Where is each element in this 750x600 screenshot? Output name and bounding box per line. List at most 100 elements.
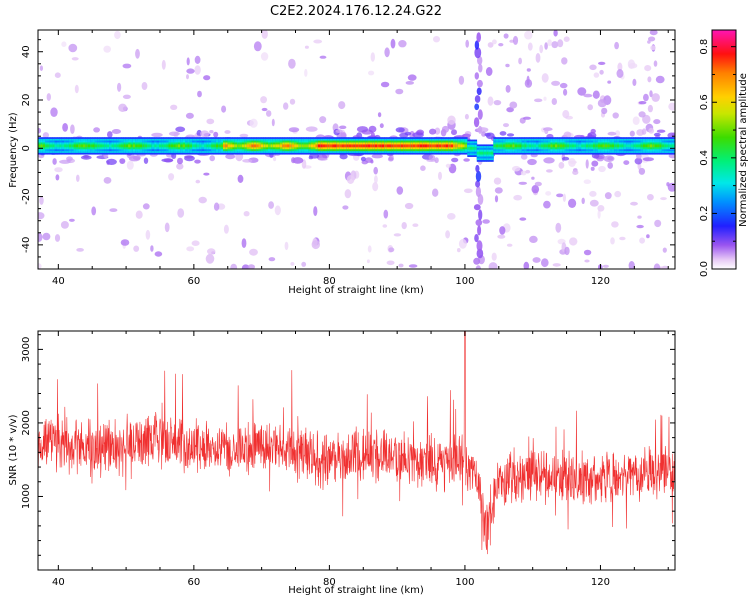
noise-blob bbox=[447, 115, 456, 125]
noise-blob bbox=[374, 175, 378, 184]
noise-blob bbox=[482, 219, 490, 224]
band-halo-blob bbox=[506, 133, 515, 137]
noise-blob bbox=[176, 163, 184, 170]
noise-blob bbox=[268, 257, 276, 262]
noise-blob bbox=[531, 185, 540, 194]
noise-blob bbox=[561, 57, 568, 65]
noise-blob bbox=[518, 57, 522, 65]
noise-blob bbox=[366, 259, 370, 264]
noise-blob bbox=[39, 65, 44, 71]
noise-blob bbox=[268, 201, 274, 209]
band-cell bbox=[220, 144, 224, 148]
noise-blob bbox=[203, 75, 211, 81]
band-cell bbox=[540, 144, 544, 148]
band-cell bbox=[365, 144, 368, 148]
noise-blob bbox=[493, 100, 502, 106]
band-cell bbox=[519, 144, 523, 148]
noise-blob bbox=[91, 206, 97, 216]
noise-blob bbox=[632, 116, 640, 125]
band-cell bbox=[68, 144, 72, 148]
band-cell bbox=[467, 146, 470, 150]
band-cell bbox=[505, 144, 508, 148]
noise-blob bbox=[535, 53, 541, 63]
noise-blob bbox=[338, 101, 346, 110]
band-halo-blob bbox=[308, 155, 314, 160]
band-halo-blob bbox=[356, 126, 369, 133]
noise-blob bbox=[241, 238, 247, 249]
noise-blob bbox=[583, 93, 593, 98]
band-cell bbox=[666, 144, 670, 148]
band-cell bbox=[118, 144, 122, 148]
noise-blob bbox=[194, 65, 201, 75]
noise-blob bbox=[54, 234, 61, 242]
noise-blob bbox=[370, 52, 375, 62]
noise-blob bbox=[647, 40, 651, 44]
band-cell bbox=[230, 144, 233, 148]
band-cell bbox=[116, 144, 119, 148]
band-halo-blob bbox=[335, 129, 343, 134]
noise-blob bbox=[543, 200, 551, 209]
noise-blob bbox=[485, 67, 493, 76]
noise-blob bbox=[230, 263, 238, 269]
noise-blob bbox=[662, 247, 667, 253]
band-halo-blob bbox=[371, 154, 383, 159]
y-tick-label: 1000 bbox=[21, 484, 32, 509]
noise-blob bbox=[534, 98, 543, 103]
colorbar-tick-label: 0.6 bbox=[699, 94, 710, 110]
band-cell bbox=[424, 144, 428, 148]
band-cell bbox=[270, 144, 274, 148]
noise-blob bbox=[601, 107, 608, 115]
band-cell bbox=[38, 144, 41, 148]
noise-blob bbox=[607, 80, 612, 84]
band-cell bbox=[652, 144, 655, 148]
band-cell bbox=[149, 144, 153, 148]
noise-blob bbox=[61, 41, 67, 47]
band-halo-blob bbox=[341, 132, 347, 139]
vertical-stripe-blob bbox=[476, 240, 483, 252]
y-tick-label: 20 bbox=[21, 94, 32, 107]
noise-blob bbox=[598, 61, 606, 65]
noise-blob bbox=[69, 218, 75, 222]
band-halo-blob bbox=[667, 132, 675, 139]
band-cell bbox=[52, 144, 55, 148]
noise-blob bbox=[653, 60, 658, 67]
noise-blob bbox=[377, 112, 382, 118]
band-cell bbox=[460, 144, 463, 148]
band-cell bbox=[545, 144, 549, 148]
band-cell bbox=[324, 144, 328, 148]
band-cell bbox=[604, 144, 608, 148]
band-halo-blob bbox=[668, 153, 675, 159]
band-cell bbox=[260, 144, 264, 148]
band-halo-blob bbox=[209, 130, 214, 134]
band-cell bbox=[87, 144, 91, 148]
noise-blob bbox=[398, 40, 407, 48]
noise-blob bbox=[396, 186, 404, 195]
band-cell bbox=[408, 144, 411, 148]
noise-blob bbox=[630, 201, 638, 206]
band-cell bbox=[135, 144, 138, 148]
vertical-stripe-blob bbox=[474, 40, 480, 50]
noise-blob bbox=[649, 30, 658, 36]
band-halo-blob bbox=[429, 128, 437, 135]
noise-blob bbox=[610, 237, 615, 245]
x-tick-label: 80 bbox=[323, 276, 336, 287]
band-cell bbox=[635, 144, 639, 148]
band-cell bbox=[291, 144, 295, 148]
band-cell bbox=[275, 144, 278, 148]
band-cell bbox=[614, 144, 618, 148]
band-cell bbox=[142, 144, 146, 148]
band-cell bbox=[163, 144, 167, 148]
noise-blob bbox=[577, 87, 587, 96]
noise-blob bbox=[506, 243, 513, 247]
noise-blob bbox=[38, 212, 45, 220]
band-cell bbox=[71, 144, 74, 148]
noise-blob bbox=[412, 223, 419, 227]
noise-blob bbox=[344, 189, 352, 199]
noise-blob bbox=[544, 42, 548, 50]
band-cell bbox=[97, 144, 100, 148]
noise-blob bbox=[393, 233, 402, 237]
noise-blob bbox=[612, 112, 619, 119]
band-cell bbox=[455, 144, 459, 148]
band-cell bbox=[313, 144, 316, 148]
band-cell bbox=[249, 144, 252, 148]
